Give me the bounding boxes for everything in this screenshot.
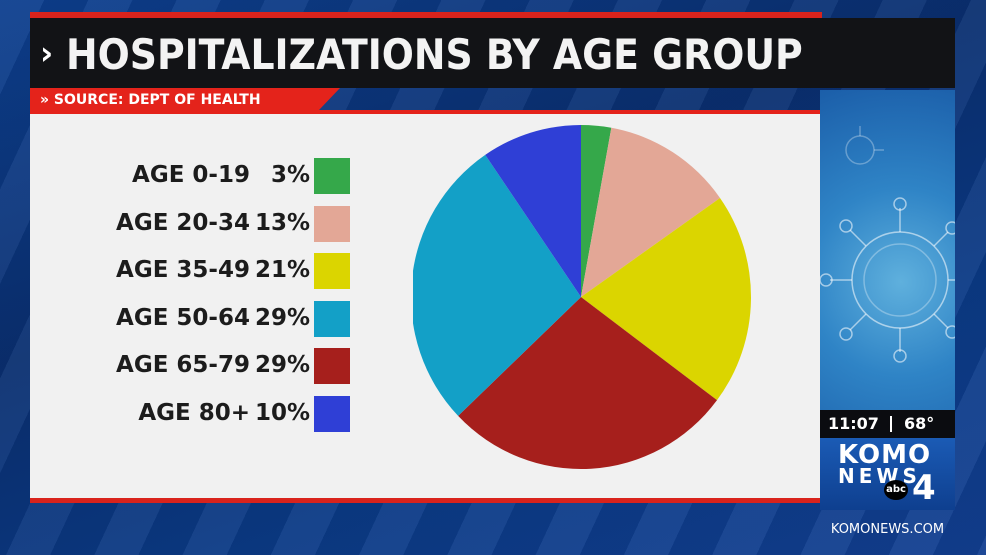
source-text: SOURCE: DEPT OF HEALTH — [53, 92, 261, 108]
title-chevron-icon: › — [40, 34, 54, 72]
legend-swatch — [314, 253, 350, 289]
legend-percentage: 21% — [254, 257, 310, 283]
title-accent-bar — [30, 12, 822, 18]
chart-title: HOSPITALIZATIONS BY AGE GROUP — [66, 30, 803, 79]
legend-item: AGE 35-49 21% — [30, 253, 360, 293]
pie-slice-age-50-64 — [411, 154, 581, 416]
title-bar: › HOSPITALIZATIONS BY AGE GROUP — [30, 18, 955, 88]
pie-chart — [411, 122, 753, 472]
temperature: 68° — [904, 414, 935, 433]
legend-item: AGE 50-64 29% — [30, 300, 360, 341]
pie-slice-age-0-19 — [581, 125, 612, 297]
legend-label: AGE 35-49 — [116, 257, 250, 283]
source-banner: » SOURCE: DEPT OF HEALTH — [30, 88, 340, 114]
legend-item: AGE 80+ 10% — [30, 395, 360, 436]
pie-slice-age-80- — [485, 125, 581, 297]
legend-item: AGE 0-19 3% — [30, 158, 360, 198]
source-chevron-icon: » — [40, 92, 50, 108]
logo-komo-text: KOMO — [838, 440, 932, 470]
clock-time: 11:07 — [828, 414, 879, 433]
legend-label: AGE 20-34 — [116, 209, 250, 236]
legend-swatch — [314, 205, 350, 242]
station-url: KOMONEWS.COM — [830, 522, 945, 537]
legend-percentage: 10% — [254, 399, 310, 426]
legend-item: AGE 65-79 29% — [30, 348, 360, 388]
legend-label: AGE 65-79 — [116, 352, 250, 378]
abc-logo-icon: abc — [884, 480, 908, 500]
pie-slice-age-20-34 — [581, 127, 721, 297]
ticker-bar: 11:07 68° — [820, 410, 955, 438]
logo-channel-number: 4 — [912, 468, 936, 508]
legend-percentage: 3% — [270, 162, 310, 188]
legend-swatch — [314, 348, 350, 384]
legend-swatch — [314, 158, 350, 194]
legend-swatch — [314, 395, 350, 432]
legend-swatch — [314, 300, 350, 337]
legend-percentage: 13% — [254, 209, 310, 236]
source-label: » SOURCE: DEPT OF HEALTH — [40, 92, 261, 108]
panel-bottom-bar — [30, 498, 820, 503]
virus-icon — [820, 126, 955, 363]
pie-slice-age-65-79 — [458, 297, 718, 469]
logo-news-text: NEWS — [838, 464, 921, 488]
virus-graphic — [820, 90, 955, 410]
legend-label: AGE 0-19 — [132, 162, 250, 188]
legend-percentage: 29% — [254, 352, 310, 378]
legend-label: AGE 80+ — [138, 399, 250, 426]
source-underline — [30, 110, 820, 114]
legend-label: AGE 50-64 — [116, 304, 250, 331]
legend-item: AGE 20-34 13% — [30, 205, 360, 246]
pie-slice-age-35-49 — [581, 197, 751, 401]
ticker-separator — [890, 416, 892, 432]
legend-percentage: 29% — [254, 304, 310, 331]
pie-svg — [411, 125, 751, 469]
station-logo: KOMO NEWS abc 4 — [820, 438, 955, 510]
chart-panel: AGE 0-19 3% AGE 20-34 13% AGE 35-49 21% AGE 50… — [30, 114, 820, 498]
